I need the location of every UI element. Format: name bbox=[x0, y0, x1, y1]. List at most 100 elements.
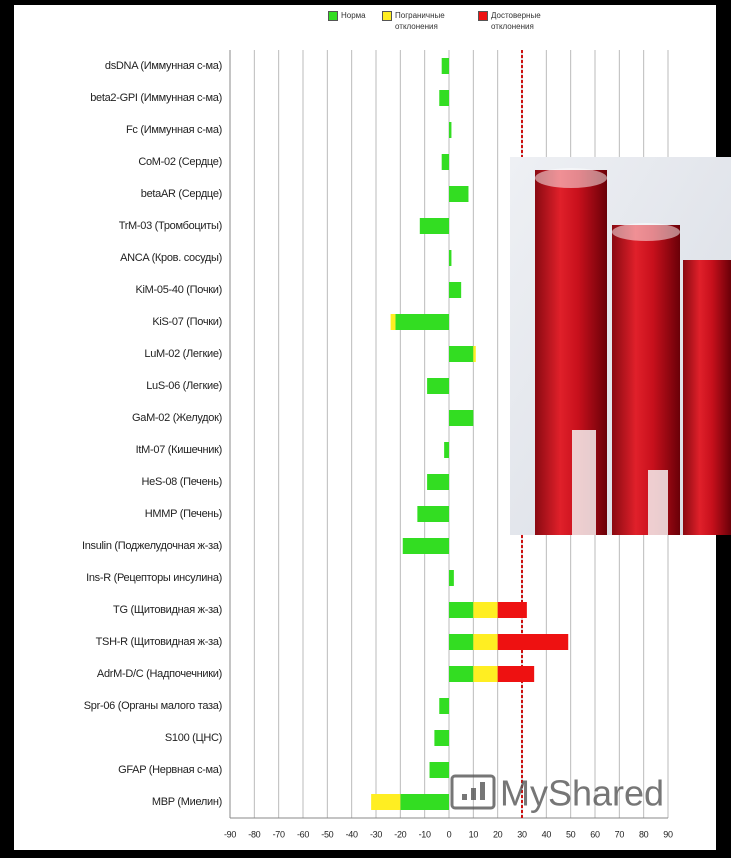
y-tick-label: beta2-GPI (Иммунная с-ма) bbox=[90, 92, 222, 104]
watermark-icon-bar bbox=[462, 794, 467, 800]
y-tick-label: Ins-R (Рецепторы инсулина) bbox=[86, 572, 222, 584]
bar bbox=[473, 666, 498, 682]
tube bbox=[683, 260, 731, 535]
y-tick-label: CoM-02 (Сердце) bbox=[138, 156, 222, 168]
reflection bbox=[572, 430, 596, 535]
x-tick-label: -40 bbox=[346, 829, 358, 839]
x-tick-label: -80 bbox=[248, 829, 260, 839]
y-tick-label: ItM-07 (Кишечник) bbox=[136, 444, 222, 456]
tube bbox=[535, 170, 607, 535]
bar bbox=[400, 794, 449, 810]
bar bbox=[441, 58, 449, 74]
bar bbox=[449, 570, 454, 586]
x-tick-label: -60 bbox=[297, 829, 309, 839]
bar bbox=[395, 314, 449, 330]
x-tick-label: -20 bbox=[394, 829, 406, 839]
y-tick-label: GFAP (Нервная с-ма) bbox=[118, 764, 222, 776]
x-tick-label: 10 bbox=[469, 829, 479, 839]
x-tick-label: 30 bbox=[517, 829, 527, 839]
bar bbox=[427, 474, 449, 490]
bar bbox=[444, 442, 449, 458]
y-tick-label: S100 (ЦНС) bbox=[165, 732, 222, 744]
y-tick-label: Fc (Иммунная с-ма) bbox=[126, 124, 222, 136]
watermark-icon bbox=[450, 774, 496, 810]
watermark-text: MyShared bbox=[500, 773, 664, 814]
legend-item: Пограничные отклонения bbox=[382, 10, 455, 32]
x-tick-label: 50 bbox=[566, 829, 576, 839]
x-tick-label: 20 bbox=[493, 829, 503, 839]
watermark: MyShared bbox=[450, 773, 664, 814]
legend-label: Норма bbox=[341, 11, 366, 20]
legend-label: Пограничные отклонения bbox=[395, 11, 445, 31]
x-tick-label: 60 bbox=[590, 829, 600, 839]
reflection bbox=[648, 470, 668, 535]
bar bbox=[390, 314, 396, 330]
tube bbox=[612, 225, 680, 535]
bar bbox=[449, 346, 474, 362]
bar bbox=[439, 698, 449, 714]
x-tick-label: -30 bbox=[370, 829, 382, 839]
y-tick-label: TG (Щитовидная ж-за) bbox=[113, 604, 222, 616]
bar bbox=[473, 602, 498, 618]
legend-item: Достоверные отклонения bbox=[478, 10, 551, 32]
y-tick-label: LuM-02 (Легкие) bbox=[144, 348, 222, 360]
y-tick-label: HMMP (Печень) bbox=[145, 508, 222, 520]
bar bbox=[449, 282, 462, 298]
bar bbox=[371, 794, 401, 810]
y-tick-label: KiM-05-40 (Почки) bbox=[136, 284, 223, 296]
x-tick-label: 80 bbox=[639, 829, 649, 839]
legend-swatch bbox=[478, 11, 488, 21]
tube-rim bbox=[535, 168, 607, 188]
bar bbox=[449, 122, 452, 138]
bar bbox=[473, 346, 476, 362]
legend-item: Норма bbox=[328, 10, 401, 21]
bar bbox=[497, 602, 527, 618]
x-tick-label: 0 bbox=[447, 829, 452, 839]
bar bbox=[441, 154, 449, 170]
legend-swatch bbox=[382, 11, 392, 21]
x-tick-label: 40 bbox=[542, 829, 552, 839]
bar bbox=[402, 538, 449, 554]
bar bbox=[434, 730, 449, 746]
x-tick-label: -10 bbox=[419, 829, 431, 839]
watermark-icon-bar bbox=[480, 782, 485, 800]
x-tick-label: 90 bbox=[663, 829, 673, 839]
y-tick-label: AdrM-D/C (Надпочечники) bbox=[97, 668, 222, 680]
y-tick-label: MBP (Миелин) bbox=[152, 796, 222, 808]
bar bbox=[449, 634, 474, 650]
y-tick-label: GaM-02 (Желудок) bbox=[132, 412, 222, 424]
bar bbox=[449, 602, 474, 618]
y-tick-label: ANCA (Кров. сосуды) bbox=[120, 252, 222, 264]
watermark-icon-bar bbox=[471, 788, 476, 800]
y-tick-label: HeS-08 (Печень) bbox=[142, 476, 223, 488]
bar bbox=[417, 506, 449, 522]
x-tick-label: -50 bbox=[321, 829, 333, 839]
bar bbox=[449, 250, 452, 266]
bar bbox=[497, 666, 535, 682]
y-tick-label: Spr-06 (Органы малого таза) bbox=[84, 700, 222, 712]
bar bbox=[419, 218, 449, 234]
y-tick-label: betaAR (Сердце) bbox=[141, 188, 222, 200]
legend-swatch bbox=[328, 11, 338, 21]
bar bbox=[427, 378, 449, 394]
x-tick-label: 70 bbox=[615, 829, 625, 839]
bar bbox=[449, 186, 469, 202]
photo bbox=[510, 157, 731, 535]
y-tick-label: Insulin (Поджелудочная ж-за) bbox=[82, 540, 222, 552]
bar bbox=[449, 410, 474, 426]
bar bbox=[497, 634, 569, 650]
x-tick-label: -70 bbox=[273, 829, 285, 839]
bar bbox=[449, 666, 474, 682]
y-tick-label: LuS-06 (Легкие) bbox=[146, 380, 222, 392]
y-tick-label: KiS-07 (Почки) bbox=[152, 316, 222, 328]
legend-label: Достоверные отклонения bbox=[491, 11, 541, 31]
bar bbox=[439, 90, 449, 106]
tube-rim bbox=[612, 223, 680, 241]
y-tick-label: TSH-R (Щитовидная ж-за) bbox=[96, 636, 222, 648]
bar bbox=[429, 762, 449, 778]
bar bbox=[473, 634, 498, 650]
y-tick-label: dsDNA (Иммунная с-ма) bbox=[105, 60, 222, 72]
y-tick-label: TrM-03 (Тромбоциты) bbox=[119, 220, 222, 232]
